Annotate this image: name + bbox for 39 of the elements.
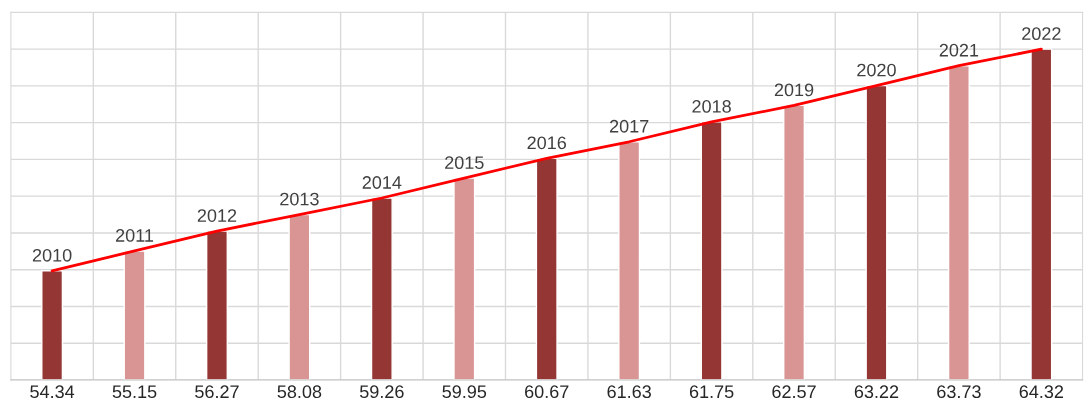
x-tick-label: 61.63 bbox=[607, 385, 651, 399]
annotation: 2015 bbox=[445, 156, 484, 170]
bar bbox=[700, 121, 723, 380]
bar bbox=[41, 270, 64, 380]
annotation: 2022 bbox=[1022, 27, 1061, 41]
annotation: 2012 bbox=[197, 209, 237, 222]
annotation: 2010 bbox=[32, 248, 72, 262]
annotation: 2021 bbox=[939, 43, 979, 57]
annotation: 2013 bbox=[280, 192, 319, 206]
bar bbox=[1030, 48, 1053, 380]
annotation: 2011 bbox=[116, 229, 154, 242]
annotation: 2018 bbox=[692, 100, 731, 113]
bar bbox=[453, 177, 476, 380]
x-tick-label: 56.27 bbox=[195, 385, 239, 399]
x-tick-label: 63.73 bbox=[937, 385, 981, 399]
bar bbox=[205, 230, 228, 380]
bar bbox=[783, 104, 806, 380]
bar bbox=[618, 141, 641, 380]
bar bbox=[865, 84, 888, 380]
annotation: 2020 bbox=[857, 63, 896, 77]
bar bbox=[947, 64, 970, 380]
annotation: 2016 bbox=[527, 136, 567, 150]
x-tick-label: 54.34 bbox=[30, 385, 75, 399]
bar bbox=[123, 250, 146, 380]
x-tick-label: 59.26 bbox=[359, 385, 404, 399]
x-tick-label: 61.75 bbox=[689, 385, 734, 399]
bar bbox=[288, 213, 311, 380]
bar bbox=[535, 157, 558, 380]
x-tick-label: 58.08 bbox=[277, 385, 322, 399]
x-tick-label: 62.57 bbox=[772, 385, 816, 399]
annotation: 2019 bbox=[774, 83, 814, 97]
bar bbox=[370, 197, 393, 380]
x-tick-label: 55.15 bbox=[112, 385, 157, 399]
x-tick-label: 64.32 bbox=[1019, 385, 1064, 399]
annotation: 2014 bbox=[362, 176, 402, 189]
x-tick-label: 63.22 bbox=[854, 385, 899, 399]
x-tick-label: 60.67 bbox=[525, 385, 569, 399]
annotation: 2017 bbox=[609, 119, 649, 133]
x-tick-label: 59.95 bbox=[442, 385, 487, 399]
